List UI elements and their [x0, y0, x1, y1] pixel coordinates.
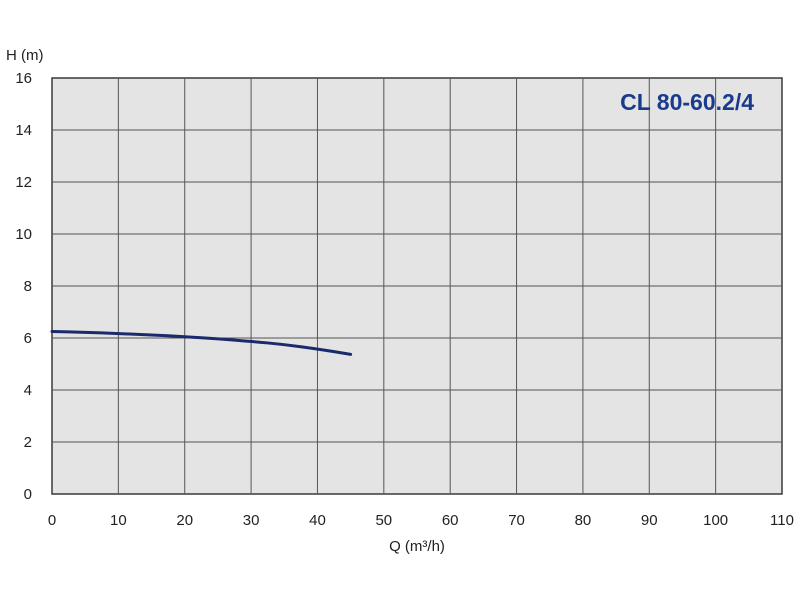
x-tick-label: 60 — [442, 512, 459, 529]
x-tick-label: 90 — [641, 512, 658, 529]
y-tick-label: 14 — [15, 122, 32, 139]
x-tick-label: 40 — [309, 512, 326, 529]
y-tick-label: 10 — [15, 226, 32, 243]
y-tick-label: 0 — [24, 486, 32, 503]
x-tick-label: 10 — [110, 512, 127, 529]
x-tick-label: 100 — [703, 512, 728, 529]
series-layer — [50, 330, 353, 356]
chart-title: CL 80-60.2/4 — [620, 89, 754, 115]
x-tick-label: 50 — [375, 512, 392, 529]
y-axis-ticks: 0 2 4 6 8 10 12 14 16 — [15, 70, 32, 503]
series-line — [50, 330, 353, 356]
x-tick-label: 30 — [243, 512, 260, 529]
x-tick-label: 0 — [48, 512, 56, 529]
x-tick-label: 20 — [176, 512, 193, 529]
x-axis-ticks: 0 10 20 30 40 50 60 70 80 90 100 110 — [48, 512, 794, 529]
y-tick-label: 4 — [24, 382, 32, 399]
y-tick-label: 2 — [24, 434, 32, 451]
y-tick-label: 6 — [24, 330, 32, 347]
grid-lines — [52, 78, 782, 494]
x-tick-label: 110 — [770, 512, 794, 529]
y-tick-label: 16 — [15, 70, 32, 87]
x-tick-label: 70 — [508, 512, 525, 529]
x-axis-title: Q (m³/h) — [389, 538, 445, 555]
x-tick-label: 80 — [575, 512, 592, 529]
y-tick-label: 8 — [24, 278, 32, 295]
y-axis-title: H (m) — [6, 47, 44, 64]
y-tick-label: 12 — [15, 174, 32, 191]
